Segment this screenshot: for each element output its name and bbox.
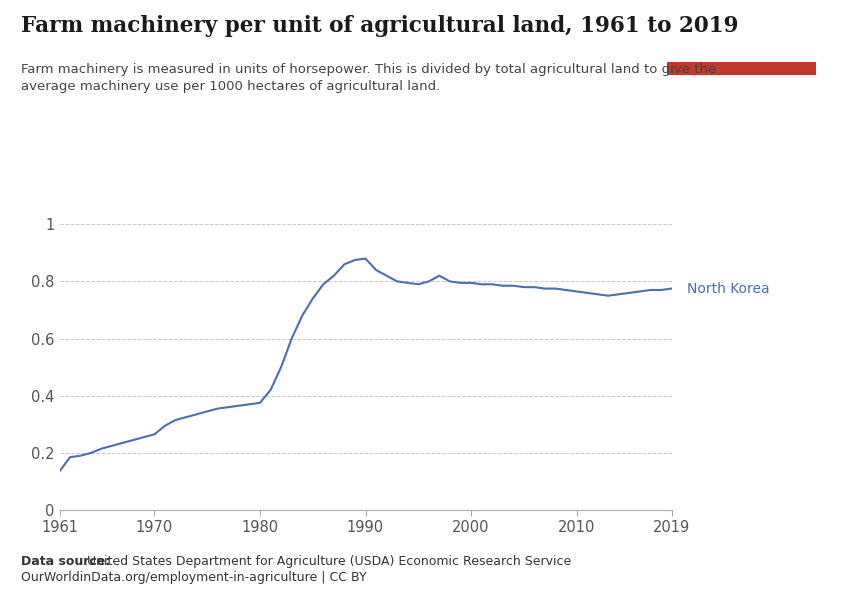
Text: Farm machinery is measured in units of horsepower. This is divided by total agri: Farm machinery is measured in units of h… — [21, 63, 717, 93]
Text: in Data: in Data — [717, 40, 767, 53]
Text: Farm machinery per unit of agricultural land, 1961 to 2019: Farm machinery per unit of agricultural … — [21, 15, 739, 37]
Text: United States Department for Agriculture (USDA) Economic Research Service: United States Department for Agriculture… — [83, 555, 571, 568]
Text: Our World: Our World — [706, 23, 777, 35]
Text: OurWorldinData.org/employment-in-agriculture | CC BY: OurWorldinData.org/employment-in-agricul… — [21, 571, 367, 584]
FancyBboxPatch shape — [667, 62, 816, 75]
Text: North Korea: North Korea — [688, 281, 770, 296]
Text: Data source:: Data source: — [21, 555, 111, 568]
